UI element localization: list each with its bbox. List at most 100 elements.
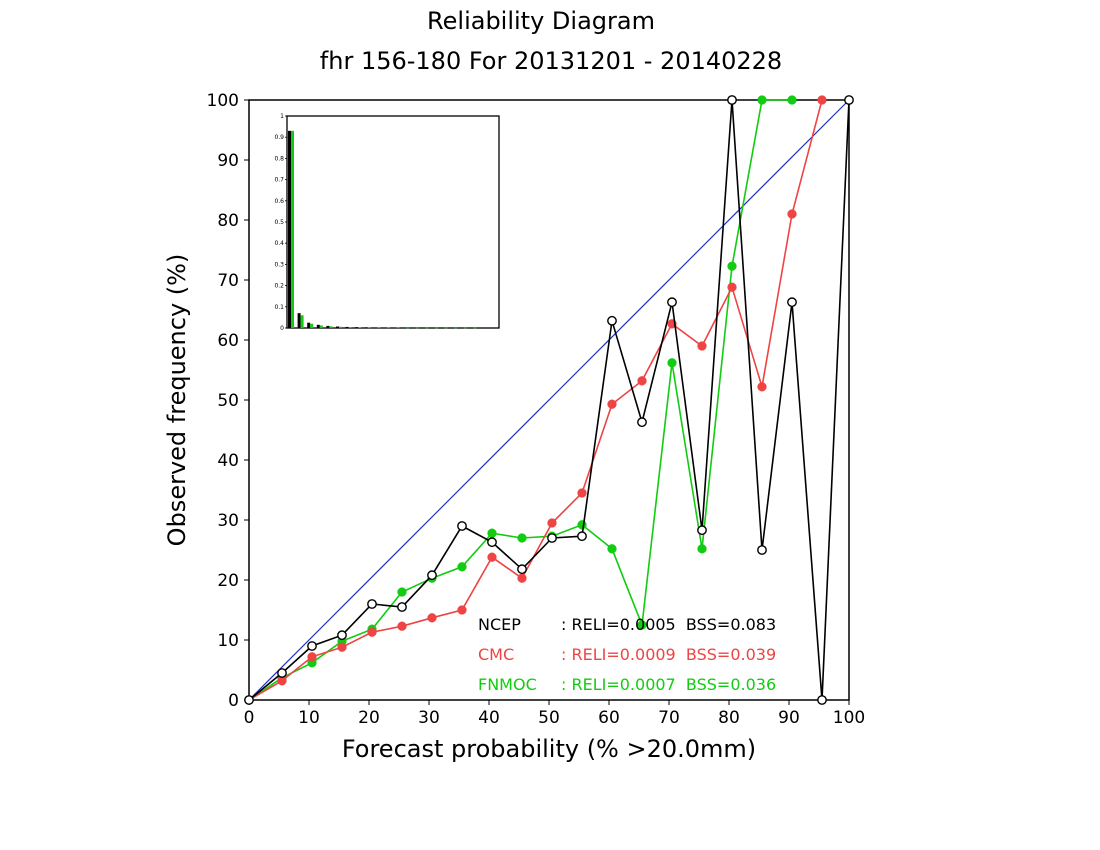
y-tick-label: 10 (217, 631, 239, 651)
inset-bar-fnmoc (425, 327, 429, 329)
data-point-fnmoc (727, 261, 737, 271)
legend-stats-ncep: : RELI=0.0005 BSS=0.083 (561, 615, 776, 634)
data-point-ncep (577, 531, 587, 542)
data-point-ncep (727, 95, 737, 105)
y-tick-label: 30 (217, 511, 239, 531)
data-point-fnmoc (667, 358, 677, 368)
data-point-cmc (637, 376, 647, 386)
y-tick-label: 100 (207, 91, 239, 111)
inset-y-tick-label: 0.4 (274, 240, 284, 247)
chart-title: Reliability Diagram (427, 7, 655, 35)
inset-y-tick-label: 0.2 (274, 283, 284, 290)
inset-bar-fnmoc (406, 327, 410, 329)
inset-bar-fnmoc (473, 327, 477, 329)
data-point-cmc (307, 652, 317, 662)
inset-y-tick-label: 0.1 (274, 304, 284, 311)
inset-y-tick-label: 0.9 (274, 134, 284, 141)
data-point-fnmoc (637, 620, 647, 630)
inset-bar-fnmoc (348, 327, 352, 328)
y-tick-label: 20 (217, 571, 239, 591)
data-point-cmc (397, 621, 407, 631)
data-point-ncep (667, 297, 677, 308)
legend-stats-cmc: : RELI=0.0009 BSS=0.039 (561, 645, 776, 664)
data-point-fnmoc (517, 533, 527, 543)
data-point-ncep (337, 630, 347, 641)
x-tick-label: 20 (358, 708, 380, 728)
inset-bar-fnmoc (435, 327, 438, 329)
inset-bar-ncep (384, 327, 387, 329)
x-tick-label: 40 (478, 708, 500, 728)
data-point-fnmoc (397, 587, 407, 597)
y-tick-label: 70 (217, 271, 239, 291)
data-point-fnmoc (787, 95, 797, 105)
inset-y-tick-label: 1 (280, 113, 284, 120)
data-point-ncep (637, 417, 647, 428)
data-point-cmc (697, 341, 707, 351)
x-tick-label: 0 (244, 708, 255, 728)
inset-bar-ncep (297, 313, 301, 328)
data-point-ncep (517, 564, 527, 575)
inset-bar-ncep (422, 327, 426, 329)
data-point-fnmoc (607, 544, 617, 554)
y-axis-label: Observed frequency (%) (163, 254, 191, 547)
y-tick-label: 90 (217, 151, 239, 171)
data-point-ncep (307, 641, 317, 651)
inset-bar-fnmoc (291, 130, 294, 328)
inset-bar-ncep (345, 326, 349, 328)
inset-bar-ncep (441, 327, 445, 329)
x-tick-label: 50 (538, 708, 560, 728)
data-point-cmc (607, 399, 617, 409)
inset-bar-ncep (451, 327, 455, 329)
data-point-fnmoc (457, 562, 467, 572)
data-point-fnmoc (577, 520, 587, 530)
data-point-ncep (607, 315, 617, 326)
x-tick-label: 70 (658, 708, 680, 728)
data-point-ncep (457, 521, 467, 531)
inset-bar-fnmoc (367, 327, 371, 329)
data-point-cmc (727, 282, 737, 292)
data-point-ncep (244, 695, 254, 705)
inset-bar-ncep (432, 327, 435, 329)
forecast-count-histogram-inset: 0 0.1 0.2 0.3 0.4 0.5 0.6 0.7 0.8 0.9 1 (274, 113, 500, 332)
data-point-ncep (397, 602, 407, 612)
inset-bar-fnmoc (310, 323, 314, 328)
inset-bar-fnmoc (377, 327, 381, 329)
data-point-cmc (457, 605, 467, 615)
data-point-fnmoc (697, 544, 707, 554)
inset-bar-ncep (393, 327, 397, 329)
data-point-ncep (817, 695, 827, 705)
chart-subtitle: fhr 156-180 For 20131201 - 20140228 (320, 47, 782, 75)
data-point-cmc (337, 642, 347, 652)
inset-bar-fnmoc (396, 327, 400, 329)
inset-y-tick-label: 0.3 (274, 261, 284, 268)
inset-bar-ncep (403, 327, 407, 329)
inset-bar-fnmoc (444, 327, 448, 329)
data-point-cmc (757, 382, 767, 392)
inset-bar-ncep (412, 327, 416, 329)
y-tick-label: 60 (217, 331, 239, 351)
series-line-cmc (248, 99, 823, 701)
legend-name-cmc: CMC (478, 645, 514, 664)
y-tick-label: 50 (217, 391, 239, 411)
inset-bar-fnmoc (358, 327, 362, 328)
inset-bar-ncep (470, 327, 474, 329)
x-tick-label: 10 (298, 708, 320, 728)
x-tick-label: 100 (833, 708, 865, 728)
inset-bar-ncep (355, 327, 359, 328)
inset-y-tick-label: 0.8 (274, 155, 284, 162)
inset-bar-fnmoc (329, 326, 333, 328)
inset-y-tick-label: 0.6 (274, 198, 284, 205)
inset-bar-ncep (336, 326, 339, 328)
legend-name-fnmoc: FNMOC (478, 675, 537, 694)
inset-y-tick-label: 0.5 (274, 219, 284, 226)
data-point-ncep (697, 525, 707, 536)
data-point-fnmoc (487, 528, 497, 538)
inset-bar-ncep (326, 325, 330, 328)
data-point-cmc (547, 518, 557, 528)
inset-bar-ncep (364, 327, 368, 328)
data-point-cmc (787, 209, 797, 219)
inset-bar-ncep (288, 130, 291, 328)
data-point-ncep (487, 537, 497, 548)
data-point-cmc (817, 95, 827, 105)
inset-bar-fnmoc (463, 327, 467, 329)
